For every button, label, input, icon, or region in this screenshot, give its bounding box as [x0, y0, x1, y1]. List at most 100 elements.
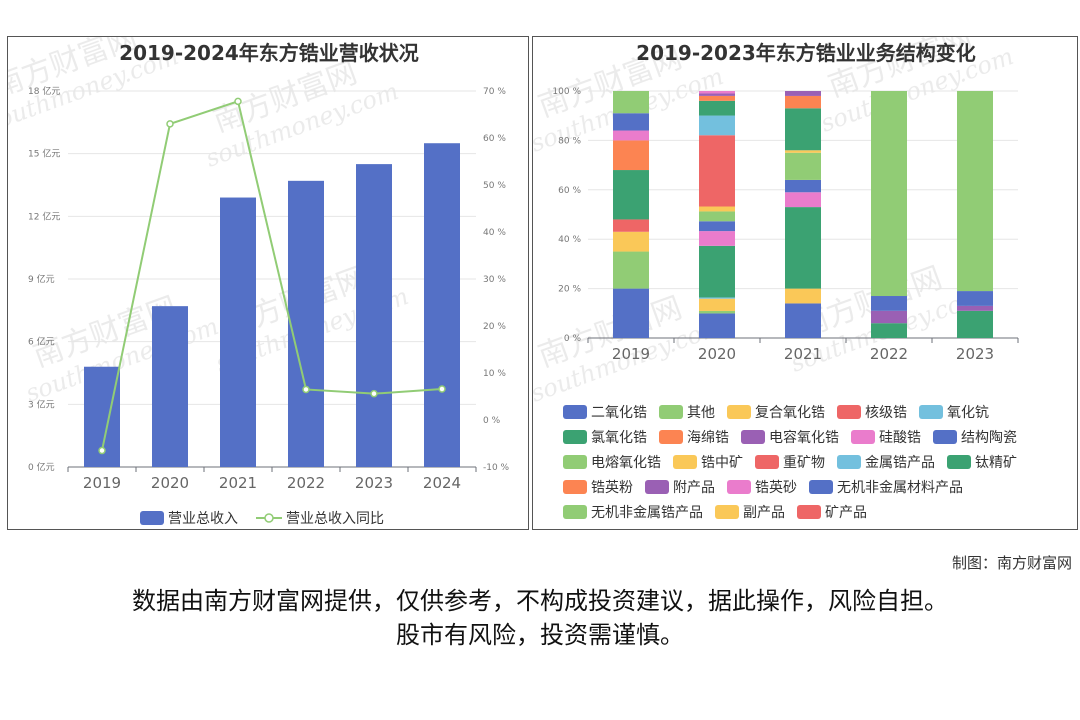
stacked-segment	[785, 303, 821, 338]
y-tick-label: 20 %	[558, 285, 581, 295]
legend-label: 二氧化锆	[591, 405, 647, 421]
stacked-segment	[699, 245, 735, 298]
business-structure-chart-panel: 南方财富网southmoney.com南方财富网southmoney.com南方…	[532, 36, 1078, 530]
legend-swatch	[727, 405, 751, 419]
stacked-segment	[871, 91, 907, 297]
x-tick-label: 2021	[784, 345, 822, 363]
stacked-segment	[613, 113, 649, 131]
y-right-tick-label: 0 %	[483, 416, 501, 426]
disclaimer-line-1: 数据由南方财富网提供，仅供参考，不构成投资建议，据此操作，风险自担。	[132, 587, 948, 615]
x-tick-label: 2019	[612, 345, 650, 363]
stacked-segment	[785, 108, 821, 151]
stacked-segment	[699, 313, 735, 338]
y-left-tick-label: 9 亿元	[28, 273, 55, 285]
legend-swatch	[563, 455, 587, 469]
legend-swatch	[933, 430, 957, 444]
revenue-chart-panel: 南方财富网 southmoney.com 南方财富网 southmoney.com 南方…	[7, 36, 529, 530]
legend-swatch	[563, 480, 587, 494]
legend-swatch	[919, 405, 943, 419]
y-left-tick-label: 6 亿元	[28, 336, 55, 348]
legend-label: 金属锆产品	[865, 455, 935, 471]
stacked-segment	[613, 130, 649, 141]
legend-swatch	[851, 430, 875, 444]
stacked-segment	[699, 298, 735, 311]
chart-title: 2019-2023年东方锆业业务结构变化	[636, 41, 976, 65]
yoy-point	[98, 446, 106, 455]
stacked-segment	[957, 291, 993, 306]
x-tick-label: 2020	[151, 474, 189, 492]
revenue-bar	[424, 143, 460, 467]
yoy-point	[234, 97, 242, 106]
legend-label: 锆英粉	[591, 479, 633, 496]
stacked-segment	[699, 135, 735, 207]
stacked-segment	[699, 206, 735, 212]
legend-label: 海绵锆	[687, 429, 729, 446]
y-right-tick-label: 20 %	[483, 322, 506, 332]
revenue-bar	[152, 306, 188, 467]
chart-title: 2019-2024年东方锆业营收状况	[119, 41, 419, 65]
legend-swatch	[837, 405, 861, 419]
legend-swatch	[563, 430, 587, 444]
y-right-tick-label: 60 %	[483, 134, 506, 144]
stacked-segment	[613, 140, 649, 171]
stacked-segment	[699, 93, 735, 96]
legend-label: 副产品	[743, 505, 785, 521]
stacked-segment	[613, 251, 649, 289]
legend-swatch	[809, 480, 833, 494]
stacked-segment	[871, 323, 907, 338]
stacked-segment	[785, 192, 821, 208]
y-left-tick-label: 12 亿元	[28, 210, 60, 222]
revenue-bar	[356, 164, 392, 467]
y-right-tick-label: 50 %	[483, 181, 506, 191]
legend-swatch	[659, 405, 683, 419]
stacked-segment	[613, 170, 649, 220]
legend-swatch	[673, 455, 697, 469]
legend-swatch	[837, 455, 861, 469]
stacked-segment	[613, 231, 649, 252]
legend-swatch	[947, 455, 971, 469]
legend-bar-swatch	[140, 511, 164, 525]
stacked-segment	[699, 91, 735, 94]
y-right-tick-label: 10 %	[483, 369, 506, 379]
yoy-point	[166, 120, 174, 128]
stacked-segment	[699, 115, 735, 136]
stacked-segment	[699, 100, 735, 116]
stacked-segment	[785, 179, 821, 193]
legend-label: 氧化钪	[947, 405, 989, 421]
disclaimer-line-2: 股市有风险，投资需谨慎。	[396, 621, 684, 649]
stacked-segment	[699, 211, 735, 222]
legend-label: 无机非金属材料产品	[837, 480, 963, 496]
stacked-segment	[785, 150, 821, 153]
y-left-tick-label: 18 亿元	[28, 85, 60, 97]
yoy-point	[302, 385, 310, 394]
x-tick-label: 2019	[83, 474, 121, 492]
x-tick-label: 2024	[423, 474, 461, 492]
revenue-bar	[220, 197, 256, 468]
stacked-segment	[699, 297, 735, 299]
legend-line-marker	[264, 513, 274, 523]
revenue-bar	[288, 180, 324, 468]
stacked-segment	[613, 91, 649, 114]
legend-label: 复合氧化锆	[755, 404, 825, 421]
y-left-tick-label: 15 亿元	[28, 148, 60, 160]
legend-swatch	[715, 505, 739, 519]
x-tick-label: 2021	[219, 474, 257, 492]
stacked-segment	[957, 310, 993, 338]
y-right-tick-label: -10 %	[483, 463, 510, 473]
y-tick-label: 80 %	[558, 136, 581, 146]
legend-swatch	[659, 430, 683, 444]
legend-swatch	[645, 480, 669, 494]
legend-label: 电熔氧化锆	[591, 455, 661, 471]
stacked-segment	[785, 91, 821, 96]
legend-swatch	[563, 505, 587, 519]
yoy-point	[370, 389, 378, 398]
stacked-segment	[699, 95, 735, 101]
stacked-segment	[785, 152, 821, 180]
legend-label: 结构陶瓷	[961, 430, 1017, 446]
stacked-segment	[613, 288, 649, 338]
x-tick-label: 2023	[956, 345, 994, 363]
stacked-segment	[957, 305, 993, 311]
stacked-segment	[957, 91, 993, 292]
legend-line-label: 营业总收入同比	[286, 511, 384, 527]
legend-label: 锆中矿	[701, 455, 743, 471]
